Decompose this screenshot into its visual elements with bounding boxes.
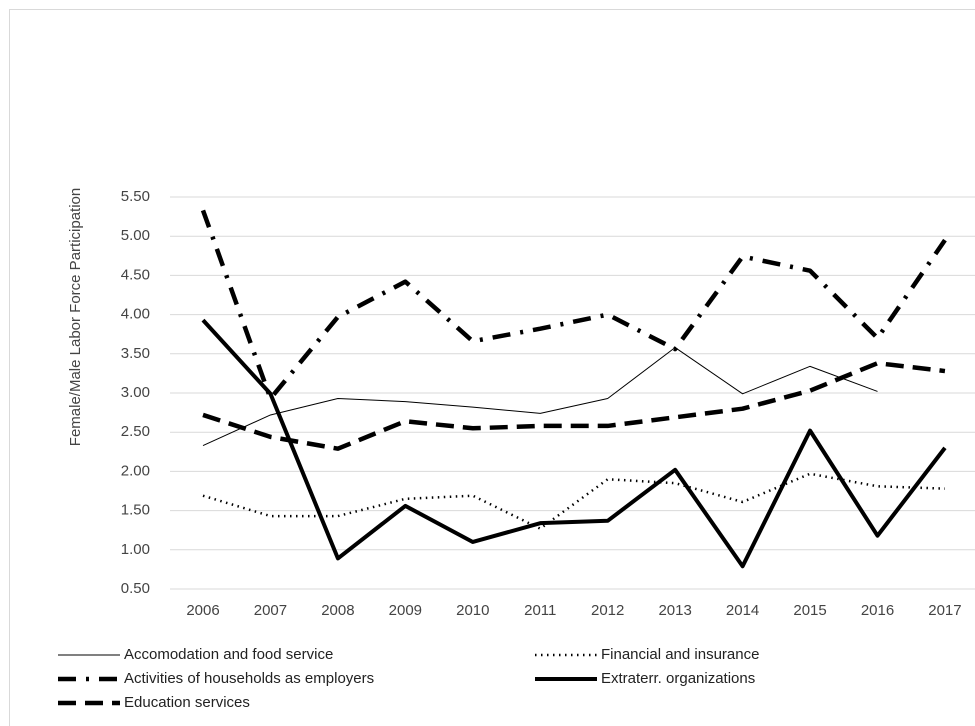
legend-label: Education services: [124, 694, 250, 711]
y-tick-label: 5.50: [121, 188, 150, 205]
x-tick-label: 2015: [793, 602, 826, 619]
y-tick-label: 2.50: [121, 423, 150, 440]
x-tick-label: 2013: [658, 602, 691, 619]
x-tick-label: 2011: [524, 602, 556, 619]
x-tick-label: 2014: [726, 602, 759, 619]
y-tick-label: 3.00: [121, 384, 150, 401]
series-line: [202, 360, 946, 451]
y-tick-label: 4.50: [121, 266, 150, 283]
legend-label: Extraterr. organizations: [601, 670, 755, 687]
x-tick-label: 2017: [928, 602, 961, 619]
x-tick-label: 2009: [389, 602, 422, 619]
x-tick-label: 2007: [254, 602, 287, 619]
y-tick-label: 5.00: [121, 227, 150, 244]
y-tick-label: 2.00: [121, 462, 150, 479]
series-line: [200, 209, 947, 401]
chart-border: [9, 9, 975, 726]
series-line: [202, 347, 878, 446]
series-line: [201, 318, 947, 569]
series-line: [202, 472, 945, 530]
x-tick-label: 2010: [456, 602, 489, 619]
y-tick-label: 3.50: [121, 345, 150, 362]
x-tick-label: 2008: [321, 602, 354, 619]
y-tick-label: 1.50: [121, 502, 150, 519]
y-tick-label: 4.00: [121, 306, 150, 323]
legend-label: Financial and insurance: [601, 646, 759, 663]
x-tick-label: 2006: [186, 602, 219, 619]
legend-label: Activities of households as employers: [124, 670, 374, 687]
x-tick-label: 2012: [591, 602, 624, 619]
y-tick-label: 0.50: [121, 580, 150, 597]
legend-label: Accomodation and food service: [124, 646, 333, 663]
y-tick-label: 1.00: [121, 541, 150, 558]
y-axis-label: Female/Male Labor Force Participation: [67, 188, 84, 446]
x-tick-label: 2016: [861, 602, 894, 619]
